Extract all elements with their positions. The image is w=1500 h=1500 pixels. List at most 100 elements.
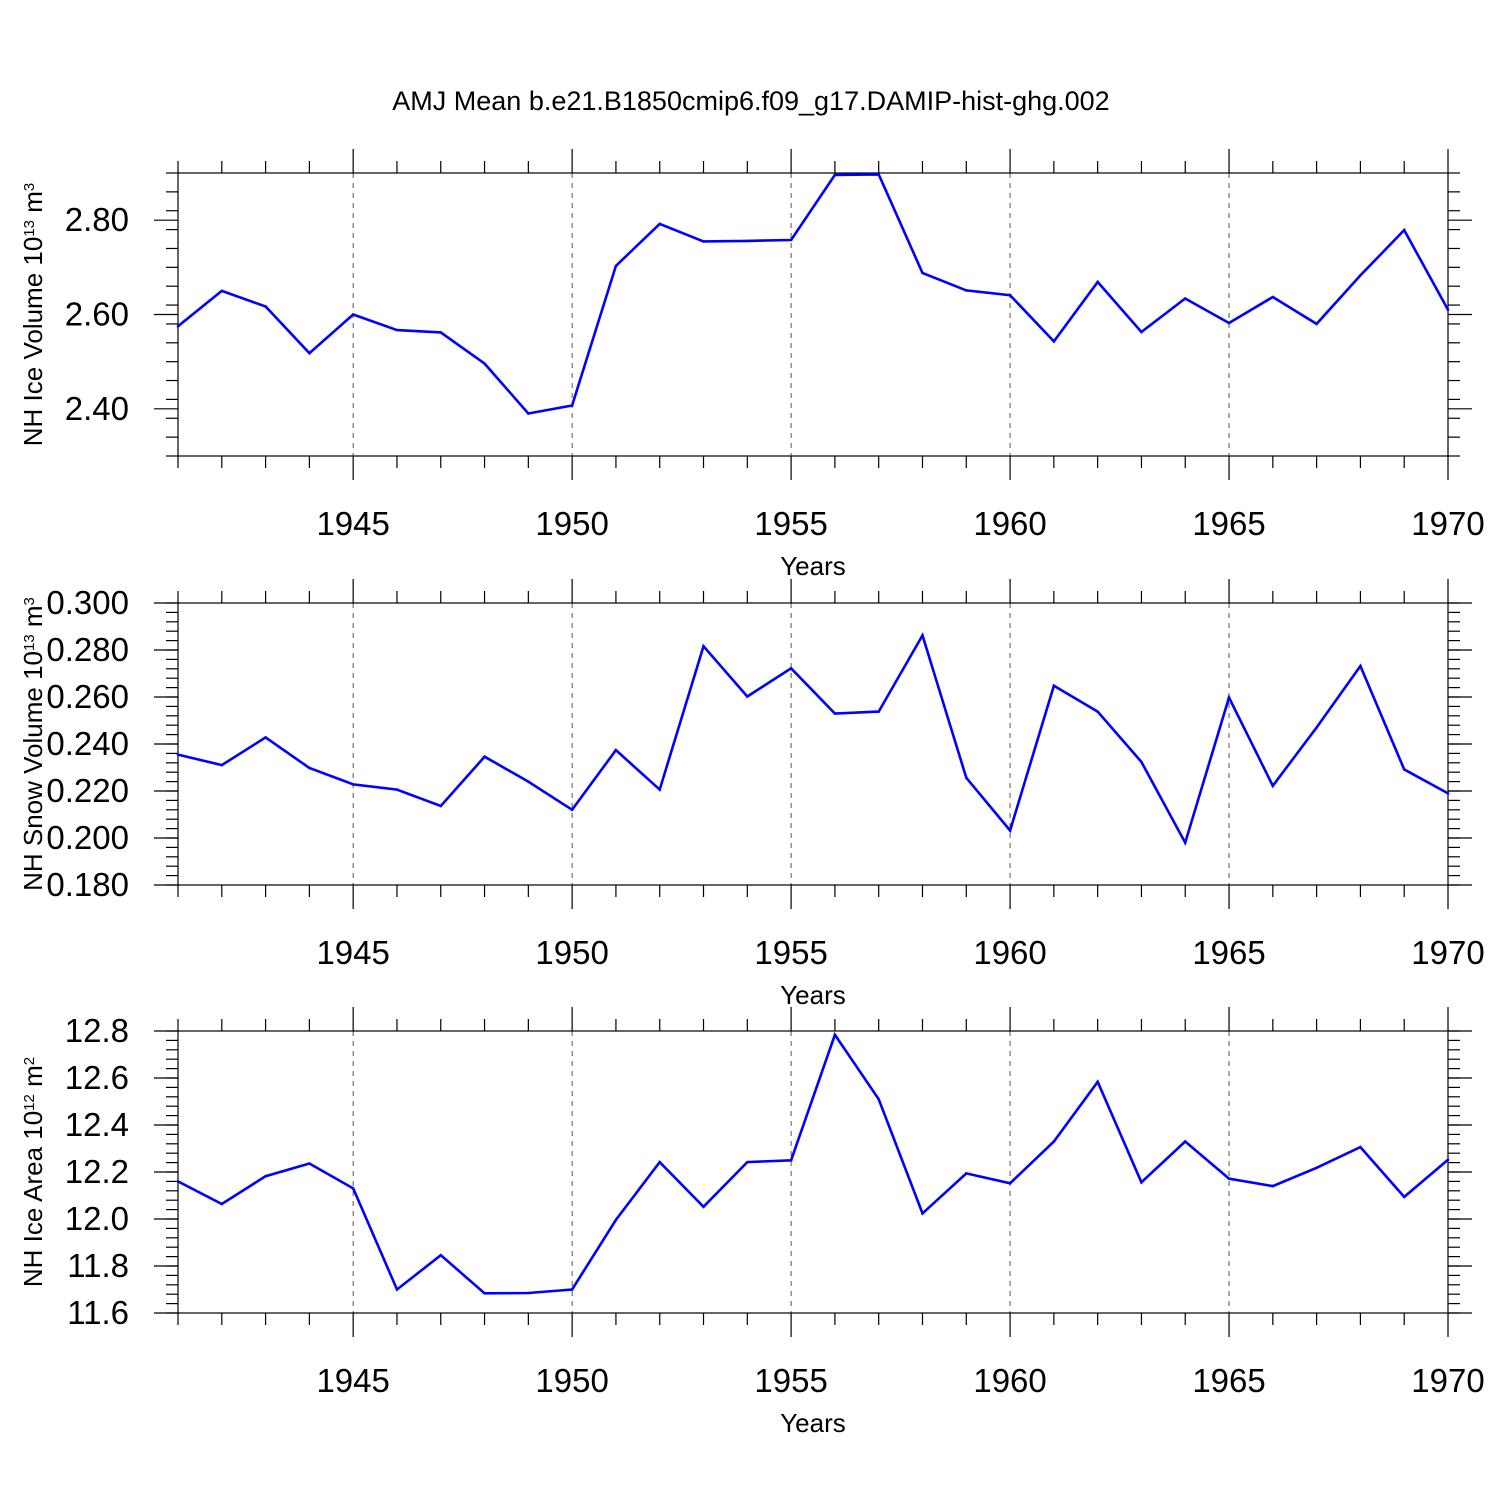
data-point (1140, 330, 1143, 334)
y-tick-label: 2.60 (65, 296, 129, 333)
data-point (1359, 664, 1362, 668)
data-point (1402, 1195, 1406, 1199)
data-point (220, 1202, 224, 1206)
data-point (964, 1172, 968, 1175)
y-tick-label: 12.8 (65, 1012, 129, 1049)
y-tick-label: 11.6 (67, 1294, 129, 1331)
chart-panel-2: 0.180 0.200 0.220 0.240 0.260 0.280 0.300 1945 1… (18, 579, 1485, 1010)
data-point (702, 1205, 705, 1209)
x-tick-label: 1955 (754, 505, 827, 542)
data-point (1140, 1181, 1143, 1184)
data-point (877, 173, 880, 176)
data-point (176, 1180, 180, 1183)
data-point (1446, 308, 1450, 312)
data-point (439, 804, 443, 808)
data-point (921, 1212, 924, 1215)
y-tick-label: 0.260 (46, 678, 129, 715)
chart-panel-1: 2.40 2.60 2.80 1945 1950 1955 1960 1965 1970 Year… (18, 149, 1485, 581)
data-point (833, 173, 837, 177)
data-point (658, 788, 662, 791)
chart-title: AMJ Mean b.e21.B1850cmip6.f09_g17.DAMIP-… (392, 86, 1109, 116)
data-point (570, 1288, 574, 1291)
x-tick-label: 1965 (1192, 934, 1265, 971)
data-point (833, 1033, 837, 1037)
data-point (527, 1291, 530, 1295)
data-point (220, 289, 224, 293)
data-point (483, 1291, 486, 1295)
data-point (1096, 280, 1099, 284)
y-axis-label: NH Ice Area 1012 m2 (18, 1057, 48, 1287)
data-point (351, 313, 355, 316)
data-point (308, 351, 311, 355)
x-tick-label: 1970 (1411, 505, 1484, 542)
data-point (614, 1218, 618, 1222)
data-point (527, 780, 530, 783)
data-point (1227, 1177, 1231, 1180)
data-point (264, 305, 267, 308)
data-point (527, 412, 530, 415)
data-point (877, 1097, 880, 1101)
y-axis-label: NH Snow Volume 1013 m3 (18, 597, 48, 891)
data-point (964, 289, 968, 292)
y-tick-label: 0.220 (46, 772, 129, 809)
data-point (1359, 1145, 1362, 1149)
x-tick-label: 1955 (754, 934, 827, 971)
data-point (789, 238, 793, 242)
data-point (921, 271, 924, 275)
data-point (1271, 1184, 1275, 1188)
series-line (177, 632, 1449, 847)
data-point (264, 1174, 267, 1178)
x-axis-label: Years (780, 551, 846, 581)
y-tick-label: 0.300 (46, 584, 129, 621)
data-point (1052, 1140, 1056, 1143)
y-tick-label: 0.280 (46, 631, 129, 668)
data-point (1402, 228, 1406, 232)
plot-frame (177, 602, 1449, 886)
data-point (964, 776, 968, 780)
x-tick-label: 1945 (316, 934, 389, 971)
data-point (614, 748, 618, 752)
data-point (1446, 792, 1450, 795)
data-point (308, 1162, 311, 1165)
data-point (746, 695, 749, 698)
data-point (1315, 1166, 1318, 1170)
data-point (658, 1160, 662, 1164)
data-point (264, 736, 267, 739)
data-point (308, 766, 311, 770)
data-point (1052, 340, 1056, 343)
x-tick-label: 1950 (535, 1362, 608, 1399)
chart-panel-3: 11.6 11.8 12.0 12.2 12.4 12.6 12.8 1945 1950 1955… (18, 1007, 1485, 1438)
data-point (658, 222, 662, 226)
series-line (177, 173, 1450, 415)
data-point (746, 239, 749, 243)
data-point (395, 328, 399, 332)
x-tick-label: 1945 (316, 1362, 389, 1399)
data-point (176, 753, 180, 756)
data-point (1227, 321, 1231, 325)
data-point (833, 712, 837, 715)
y-tick-label: 12.6 (65, 1059, 129, 1096)
data-point (1315, 322, 1318, 326)
y-tick-label: 0.180 (46, 866, 129, 903)
y-tick-label: 12.0 (65, 1200, 129, 1237)
x-tick-label: 1950 (535, 934, 608, 971)
data-point (439, 331, 443, 334)
data-point (570, 404, 574, 407)
data-point (1096, 710, 1099, 713)
data-point (1096, 1080, 1099, 1084)
data-point (351, 1187, 355, 1190)
plot-frame (177, 1030, 1449, 1314)
data-point (746, 1160, 749, 1164)
data-point (1008, 829, 1012, 832)
data-point (351, 783, 355, 786)
data-point (1359, 274, 1362, 277)
x-tick-label: 1965 (1192, 505, 1265, 542)
x-tick-label: 1960 (973, 505, 1046, 542)
y-tick-label: 12.2 (65, 1153, 129, 1190)
data-point (395, 1288, 399, 1291)
data-point (1183, 297, 1187, 300)
data-point (1271, 784, 1275, 788)
data-point (1271, 295, 1275, 299)
x-tick-label: 1960 (973, 1362, 1046, 1399)
